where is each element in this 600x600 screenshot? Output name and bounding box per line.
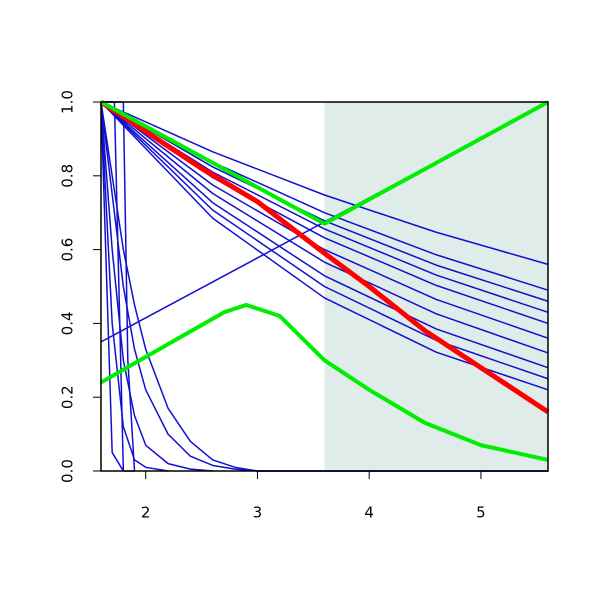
y-tick-label: 0.4	[59, 311, 77, 335]
data-line	[100, 101, 213, 472]
x-tick-label: 4	[364, 504, 374, 522]
data-line	[100, 101, 169, 472]
data-line	[100, 302, 549, 462]
data-line	[100, 101, 135, 472]
data-line	[100, 101, 548, 472]
plot-box	[100, 101, 549, 472]
y-tick-label: 0.2	[59, 385, 77, 409]
data-line	[100, 101, 549, 302]
x-tick-label: 2	[141, 504, 151, 522]
data-line	[100, 101, 549, 369]
x-tick-label: 5	[476, 504, 486, 522]
data-line	[101, 101, 136, 472]
data-line	[100, 100, 549, 226]
shaded-region	[324, 102, 548, 471]
data-line	[100, 101, 549, 380]
data-line	[100, 101, 548, 472]
data-line	[99, 99, 550, 415]
x-tick-label: 3	[253, 504, 263, 522]
data-line	[100, 101, 549, 266]
y-tick-label: 0.6	[59, 238, 77, 262]
y-tick-label: 1.0	[59, 90, 77, 114]
data-line	[100, 101, 549, 354]
data-line	[100, 101, 549, 339]
y-tick-label: 0.0	[59, 459, 77, 483]
y-tick-label: 0.8	[59, 164, 77, 188]
